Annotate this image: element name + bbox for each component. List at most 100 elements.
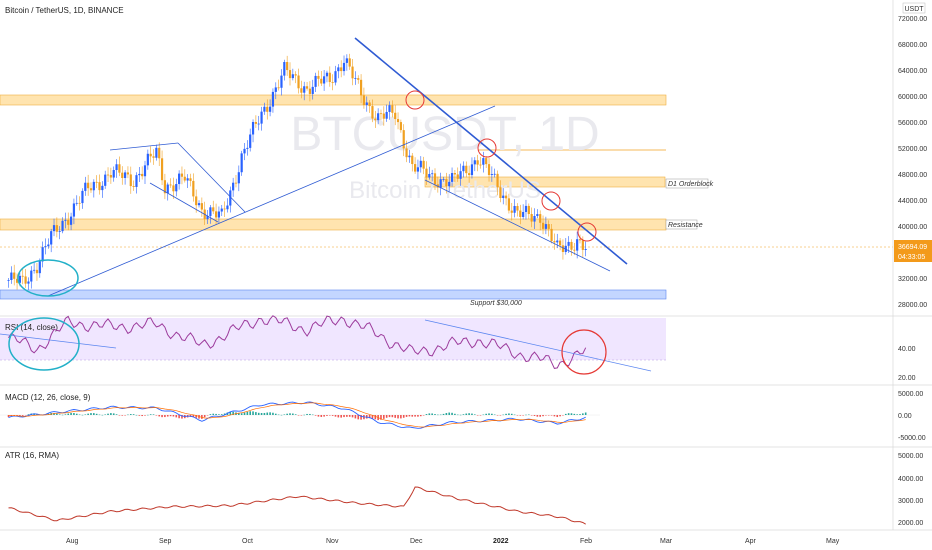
macd-bar <box>58 414 61 415</box>
macd-bar <box>451 412 453 415</box>
macd-bar <box>13 415 16 416</box>
macd-bar <box>468 413 470 415</box>
macd-bar <box>394 415 396 418</box>
candle-body <box>425 168 428 178</box>
candle-body <box>288 70 292 79</box>
macd-bar <box>397 415 399 419</box>
macd-bar <box>539 415 541 417</box>
candle-body <box>246 147 249 149</box>
macd-bar <box>195 415 197 418</box>
zone-support <box>0 289 667 300</box>
macd-bar <box>459 414 462 416</box>
price-tick: 52000.00 <box>898 146 927 153</box>
macd-bar <box>388 415 391 418</box>
candle-body <box>439 179 442 188</box>
candle-body <box>249 134 252 148</box>
macd-bar <box>289 413 291 415</box>
candle-body <box>81 190 84 204</box>
macd-bar <box>400 415 402 419</box>
candle-body <box>237 172 240 184</box>
price-axis[interactable]: USDT 72000.00 68000.00 64000.00 60000.00… <box>892 0 932 530</box>
candle-body <box>536 214 539 216</box>
zone-orderblock <box>424 176 666 188</box>
macd-bar <box>502 414 505 416</box>
candle-body <box>15 278 19 283</box>
macd-bar <box>280 414 283 416</box>
candle-body <box>92 181 95 191</box>
candle-body <box>47 244 50 247</box>
macd-bar <box>479 415 482 416</box>
rsi-tick: 20.00 <box>898 375 916 382</box>
atr-pane: ATR (16, RMA) 5000.00 4000.00 3000.00 20… <box>5 451 923 527</box>
candle-body <box>75 202 78 204</box>
macd-bar <box>545 415 547 416</box>
atr-tick: 4000.00 <box>898 476 923 483</box>
candle-body <box>138 173 141 176</box>
candle-body <box>468 173 471 176</box>
macd-bar <box>121 415 124 416</box>
macd-bar <box>161 415 163 418</box>
drawings <box>17 37 628 297</box>
candle-body <box>38 261 41 274</box>
macd-bar <box>181 415 183 419</box>
macd-bar <box>87 413 89 415</box>
macd-bar <box>172 415 175 417</box>
candle-body <box>251 121 255 135</box>
candle-body <box>234 182 238 184</box>
candle-body <box>581 240 584 250</box>
macd-bar <box>27 414 30 415</box>
channel-right <box>177 142 246 213</box>
candle-body <box>55 225 58 232</box>
candle-body <box>547 224 550 229</box>
candle-body <box>263 106 266 112</box>
rsi-trendline-right <box>424 319 652 372</box>
countdown: 04:33:05 <box>898 254 925 261</box>
candle-body <box>104 174 107 186</box>
macd-bar <box>192 415 195 418</box>
candle-body <box>513 206 516 213</box>
macd-bar <box>380 415 382 420</box>
price-tick: 56000.00 <box>898 120 927 127</box>
candle-body <box>7 280 10 281</box>
macd-bar <box>391 415 394 418</box>
candle-body <box>573 249 576 251</box>
time-axis[interactable]: Aug Sep Oct Nov Dec 2022 Feb Mar Apr May <box>0 529 932 545</box>
candle-body <box>507 198 511 211</box>
candle-body <box>50 231 53 245</box>
candle-body <box>496 173 499 188</box>
macd-bar <box>158 415 161 417</box>
candle-body <box>195 196 198 206</box>
candle-body <box>544 224 547 229</box>
macd-bar <box>334 415 337 417</box>
macd-bar <box>476 415 479 416</box>
macd-bar <box>164 415 166 418</box>
macd-bar <box>573 413 576 415</box>
macd-bar <box>229 411 232 415</box>
candle-body <box>337 67 340 72</box>
macd-bar <box>528 414 530 416</box>
macd-bar <box>351 415 354 418</box>
macd-bar <box>519 415 522 416</box>
orderblock-label-box <box>665 178 709 189</box>
candle-body <box>340 67 343 72</box>
candle-body <box>232 182 235 191</box>
macd-bar <box>98 414 101 416</box>
macd-bar <box>292 413 294 415</box>
candle-body <box>323 76 326 84</box>
macd-bar <box>277 414 280 416</box>
macd-bar <box>274 413 277 415</box>
watermark-name: Bitcoin / TetherUS <box>349 177 541 204</box>
macd-bar <box>584 412 587 415</box>
circle-red-4 <box>577 222 597 242</box>
macd-bar <box>78 414 81 416</box>
candle-body <box>320 78 323 84</box>
candle-body <box>470 164 474 176</box>
candle-body <box>206 216 209 220</box>
candle-body <box>305 86 309 89</box>
macd-bar <box>499 415 502 416</box>
macd-tick: 5000.00 <box>898 391 923 398</box>
macd-histogram <box>7 411 587 421</box>
macd-bar <box>437 414 439 416</box>
candle-body <box>277 87 280 89</box>
